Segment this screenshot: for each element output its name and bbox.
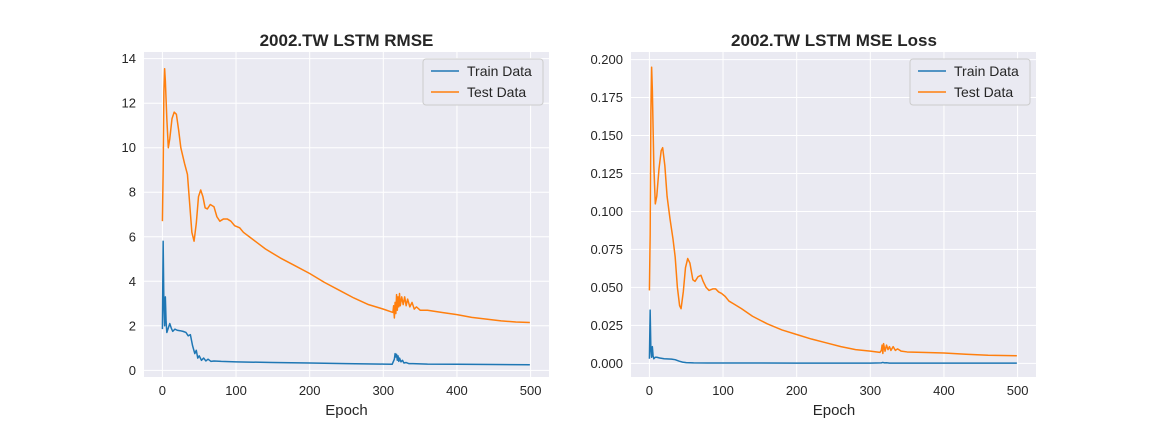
mse-loss-legend-test-data-label: Test Data	[954, 84, 1013, 100]
mse-loss-x-tick-label: 100	[712, 383, 734, 398]
mse-loss-y-tick-label: 0.100	[590, 204, 623, 219]
mse-loss-y-tick-label: 0.000	[590, 356, 623, 371]
rmse-y-tick-label: 0	[129, 363, 136, 378]
mse-loss-test-data-line	[648, 66, 1017, 357]
rmse-y-tick-label: 12	[122, 96, 136, 111]
mse-loss-y-tick-label: 0.125	[590, 166, 623, 181]
mse-loss-x-ticks: 0 100 200 300 400 500	[646, 383, 1029, 398]
mse-loss-chart: 2002.TW LSTM MSE Loss 0 100 200 300 400 500 0…	[590, 31, 1036, 419]
mse-loss-series-layer	[648, 66, 1017, 364]
rmse-x-tick-label: 0	[159, 383, 166, 398]
rmse-x-ticks: 0 100 200 300 400 500	[159, 383, 542, 398]
mse-loss-y-tick-label: 0.075	[590, 242, 623, 257]
rmse-x-axis-label: Epoch	[325, 402, 368, 419]
mse-loss-x-axis-label: Epoch	[813, 402, 856, 419]
rmse-y-tick-label: 14	[122, 51, 136, 66]
rmse-train-data-line	[161, 240, 530, 366]
rmse-legend-test-data-label: Test Data	[467, 84, 526, 100]
rmse-y-tick-label: 10	[122, 140, 136, 155]
rmse-legend-train-data-label: Train Data	[467, 63, 532, 79]
mse-loss-x-tick-label: 300	[859, 383, 881, 398]
rmse-x-tick-label: 400	[446, 383, 468, 398]
rmse-x-tick-label: 200	[299, 383, 321, 398]
rmse-legend: Train Data Test Data	[422, 58, 544, 106]
rmse-x-tick-label: 100	[225, 383, 247, 398]
mse-loss-chart-title: 2002.TW LSTM MSE Loss	[731, 31, 937, 50]
rmse-test-data-line	[161, 67, 530, 324]
mse-loss-x-tick-label: 500	[1007, 383, 1029, 398]
mse-loss-y-tick-label: 0.050	[590, 280, 623, 295]
mse-loss-y-tick-label: 0.025	[590, 318, 623, 333]
rmse-plot-area	[144, 52, 549, 377]
rmse-x-tick-label: 300	[372, 383, 394, 398]
mse-loss-y-tick-label: 0.175	[590, 90, 623, 105]
mse-loss-y-tick-label: 0.150	[590, 128, 623, 143]
rmse-y-tick-label: 6	[129, 229, 136, 244]
rmse-grid	[144, 52, 549, 377]
mse-loss-plot-area	[631, 52, 1036, 377]
rmse-y-tick-label: 8	[129, 185, 136, 200]
mse-loss-legend-train-data-label: Train Data	[954, 63, 1019, 79]
mse-loss-legend: Train Data Test Data	[909, 58, 1031, 106]
mse-loss-x-tick-label: 400	[933, 383, 955, 398]
mse-loss-x-tick-label: 200	[786, 383, 808, 398]
rmse-y-ticks: 0 2 4 6 8 10 12 14	[122, 51, 136, 378]
rmse-series-layer	[161, 67, 530, 366]
rmse-x-tick-label: 500	[520, 383, 542, 398]
rmse-y-tick-label: 4	[129, 274, 136, 289]
rmse-chart: 2002.TW LSTM RMSE 0 100 200 300 400 500 0 2 4 6 8…	[122, 31, 549, 419]
rmse-y-tick-label: 2	[129, 318, 136, 333]
mse-loss-x-tick-label: 0	[646, 383, 653, 398]
mse-loss-y-ticks: 0.000 0.025 0.050 0.075 0.100 0.125 0.150 0.175…	[590, 52, 623, 371]
mse-loss-train-data-line	[648, 309, 1017, 364]
rmse-chart-title: 2002.TW LSTM RMSE	[260, 31, 434, 50]
mse-loss-y-tick-label: 0.200	[590, 52, 623, 67]
